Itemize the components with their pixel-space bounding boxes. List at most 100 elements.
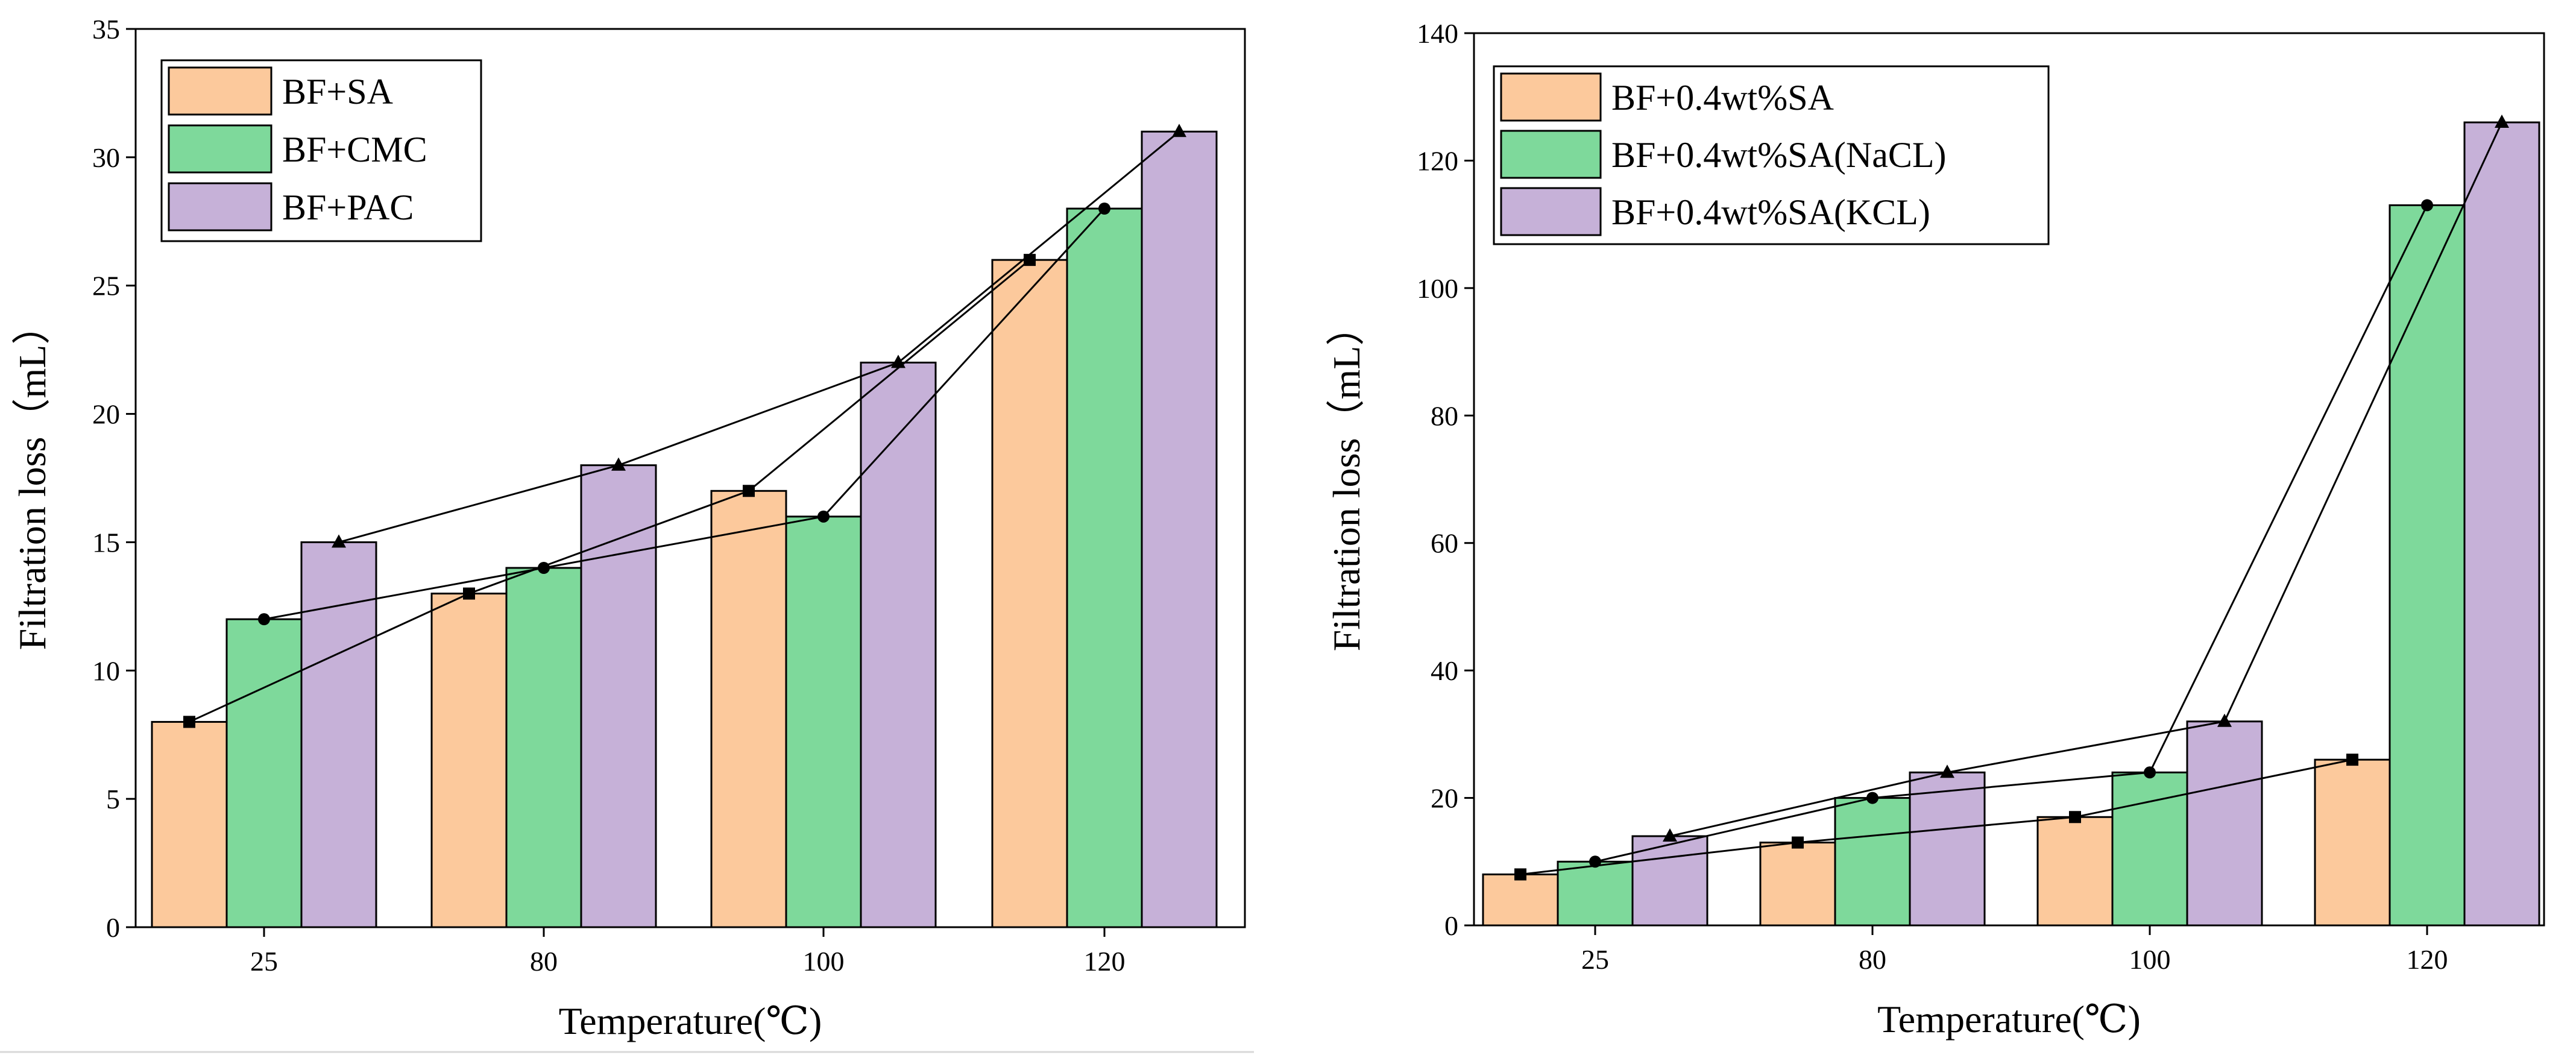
y-tick-label: 15 — [92, 527, 120, 558]
marker-BF+PAC-25 — [332, 534, 346, 548]
y-tick-label: 60 — [1431, 528, 1458, 559]
bars — [151, 130, 1218, 928]
y-tick-label: 25 — [92, 271, 120, 301]
bar-BF+CMC-120 — [1066, 207, 1143, 928]
bar-BF+SA-120 — [991, 259, 1068, 928]
chart-left: 0 5 10 15 20 25 30 35 25 80 100 120 Temperature(℃) Fi… — [11, 14, 1246, 1042]
bar-BF+0.4wt%SA(KCL)-25 — [1631, 835, 1708, 927]
legend-swatch-BF+CMC — [168, 124, 272, 174]
x-tick-label: 120 — [2407, 944, 2448, 975]
bar-BF+0.4wt%SA(NaCL)-25 — [1557, 860, 1634, 927]
marker-BF+0.4wt%SA(KCL)-80 — [1940, 764, 1954, 778]
marker-BF+SA-25 — [183, 716, 195, 728]
bar-BF+SA-80 — [430, 593, 508, 928]
bar-BF+0.4wt%SA(KCL)-120 — [2463, 121, 2540, 927]
marker-BF+CMC-80 — [538, 562, 550, 574]
marker-BF+0.4wt%SA-80 — [1792, 836, 1804, 849]
y-tick-label: 100 — [1417, 273, 1458, 304]
legend: BF+SA BF+CMC BF+PAC — [160, 59, 482, 242]
marker-BF+SA-100 — [743, 485, 755, 497]
legend-swatch-BF+SA — [168, 66, 272, 116]
bar-BF+0.4wt%SA-120 — [2314, 758, 2391, 927]
series-line-BF+PAC — [338, 131, 1180, 543]
marker-BF+0.4wt%SA(NaCL)-100 — [2144, 766, 2156, 779]
legend-label: BF+0.4wt%SA(NaCL) — [1611, 135, 1947, 175]
marker-BF+CMC-25 — [258, 613, 270, 626]
bar-BF+0.4wt%SA-100 — [2036, 816, 2114, 927]
bar-BF+PAC-80 — [580, 464, 657, 928]
series-lines — [183, 124, 1186, 728]
series-line-BF+0.4wt%SA(NaCL) — [1595, 204, 2428, 863]
y-axis: 0 20 40 60 80 100 120 140 — [1417, 18, 1474, 941]
marker-BF+CMC-120 — [1098, 203, 1110, 215]
bar-BF+CMC-100 — [785, 515, 862, 928]
plot-frame — [1473, 32, 2545, 927]
y-tick-label: 20 — [92, 399, 120, 430]
x-tick-label: 25 — [1581, 944, 1609, 975]
bar-BF+0.4wt%SA-25 — [1482, 873, 1559, 927]
x-axis: 25 80 100 120 — [250, 927, 1126, 977]
y-tick-label: 40 — [1431, 655, 1458, 686]
marker-BF+0.4wt%SA(NaCL)-80 — [1866, 792, 1878, 804]
marker-BF+0.4wt%SA-100 — [2069, 811, 2081, 824]
x-tick-label: 25 — [250, 946, 278, 977]
legend-label: BF+SA — [282, 72, 393, 112]
marker-BF+0.4wt%SA(KCL)-25 — [1663, 828, 1677, 842]
bar-BF+0.4wt%SA(KCL)-100 — [2186, 720, 2263, 927]
legend: BF+0.4wt%SA BF+0.4wt%SA(NaCL) BF+0.4wt%SA(… — [1493, 65, 2050, 245]
marker-BF+PAC-80 — [611, 457, 626, 471]
bar-BF+CMC-80 — [505, 567, 582, 928]
marker-BF+PAC-100 — [891, 354, 905, 368]
legend-label: BF+CMC — [282, 130, 427, 169]
marker-BF+CMC-100 — [817, 510, 830, 523]
legend-swatch-BF+PAC — [168, 182, 272, 231]
bars — [1482, 121, 2540, 927]
legend-swatch-BF+0.4wt%SA — [1500, 72, 1602, 122]
y-axis-title: Filtration loss（mL） — [11, 306, 54, 650]
chart-right: 0 20 40 60 80 100 120 140 25 80 100 120 Temperature(… — [1325, 18, 2545, 1041]
x-tick-label: 120 — [1084, 946, 1126, 977]
bar-BF+0.4wt%SA(NaCL)-120 — [2389, 204, 2466, 927]
x-tick-label: 100 — [803, 946, 845, 977]
legend-label: BF+PAC — [282, 187, 414, 227]
x-tick-label: 80 — [530, 946, 558, 977]
plot-frame — [134, 28, 1246, 928]
bar-BF+0.4wt%SA(KCL)-80 — [1909, 771, 1986, 927]
x-tick-label: 80 — [1859, 944, 1886, 975]
bar-BF+PAC-100 — [860, 361, 937, 928]
series-line-BF+CMC — [263, 207, 1106, 620]
series-line-BF+SA — [189, 259, 1030, 723]
y-tick-label: 120 — [1417, 145, 1458, 176]
marker-BF+0.4wt%SA(KCL)-120 — [2495, 115, 2509, 128]
bar-BF+SA-100 — [710, 490, 787, 928]
legend-swatch-BF+0.4wt%SA(KCL) — [1500, 187, 1602, 236]
series-line-BF+0.4wt%SA — [1520, 758, 2353, 875]
y-axis: 0 5 10 15 20 25 30 35 — [92, 14, 136, 943]
marker-BF+0.4wt%SA-25 — [1514, 868, 1526, 881]
bar-BF+0.4wt%SA-80 — [1759, 842, 1836, 927]
y-tick-label: 5 — [106, 784, 120, 814]
y-tick-label: 80 — [1431, 400, 1458, 431]
y-tick-label: 30 — [92, 142, 120, 173]
y-tick-label: 10 — [92, 655, 120, 686]
series-line-BF+0.4wt%SA(KCL) — [1669, 122, 2503, 837]
y-tick-label: 0 — [106, 912, 120, 943]
series-lines — [1514, 115, 2509, 881]
marker-BF+0.4wt%SA(NaCL)-120 — [2421, 199, 2433, 212]
legend-label: BF+0.4wt%SA — [1611, 78, 1834, 118]
bar-BF+PAC-120 — [1141, 130, 1218, 928]
x-axis: 25 80 100 120 — [1581, 925, 2448, 975]
marker-BF+0.4wt%SA(KCL)-100 — [2217, 713, 2232, 727]
legend-swatch-BF+0.4wt%SA(NaCL) — [1500, 130, 1602, 179]
marker-BF+SA-120 — [1024, 254, 1036, 266]
bar-BF+CMC-25 — [225, 618, 303, 928]
y-tick-label: 20 — [1431, 783, 1458, 814]
marker-BF+0.4wt%SA-120 — [2346, 754, 2358, 766]
y-tick-label: 140 — [1417, 18, 1458, 49]
marker-BF+SA-80 — [463, 587, 475, 600]
x-axis-title: Temperature(℃) — [1877, 998, 2141, 1041]
y-tick-label: 0 — [1444, 910, 1458, 941]
marker-BF+PAC-120 — [1172, 124, 1186, 137]
x-tick-label: 100 — [2129, 944, 2171, 975]
